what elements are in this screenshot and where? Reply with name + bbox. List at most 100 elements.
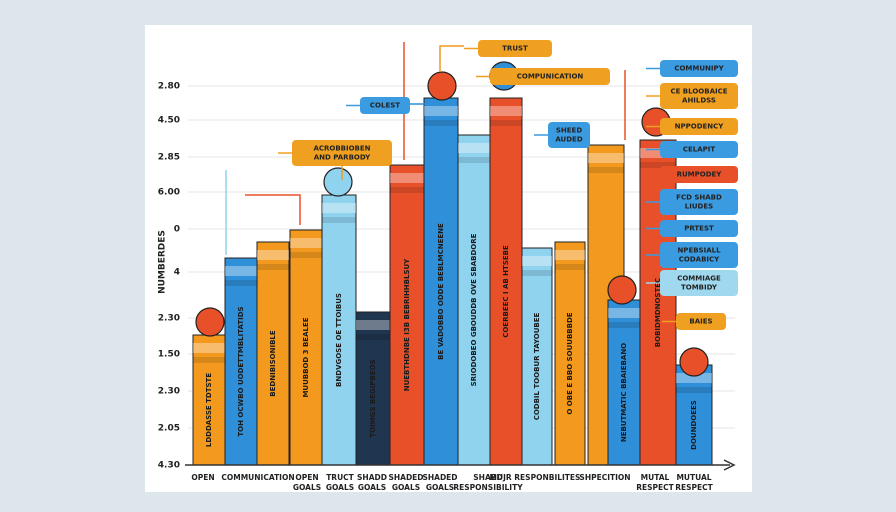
bar-band (322, 203, 356, 213)
bar-text: COERBEEC I AB HTSEBE (502, 245, 510, 338)
bar (423, 97, 459, 466)
callout-box (478, 40, 552, 57)
callout-text: LIUDES (685, 203, 713, 211)
bar-text: TOIMGS BEGIPBEOS (369, 359, 377, 437)
bar-band (522, 256, 552, 266)
x-tick-label: GOALS (326, 483, 354, 492)
bar-text: BOBIDMDNOSTEC (654, 278, 662, 347)
bar-band (225, 280, 257, 286)
x-tick-label: SHABD (473, 473, 502, 482)
bar (489, 97, 523, 466)
callout-text: PRTEST (684, 225, 714, 233)
bar-band (257, 264, 289, 270)
callout-text: RUMPODEY (677, 171, 723, 179)
bar-band (588, 167, 624, 173)
bar-band (424, 106, 458, 116)
bar-band (193, 343, 225, 353)
bar-band (322, 217, 356, 223)
x-tick-label: COMMUNICATION (221, 473, 294, 482)
y-tick-label: 2.80 (158, 82, 180, 92)
callout-text: COMPUNICATION (517, 73, 584, 81)
callout-text: BAIES (689, 318, 712, 326)
callout-text: TOMBIDY (681, 284, 718, 292)
bars (192, 61, 713, 466)
callout-text: CELAPIT (683, 146, 716, 154)
bar-text: BNDVGOSE OE TTOIBUS (335, 293, 343, 387)
bar-text: BEDNIBISONIBLE (269, 330, 277, 397)
callout-box (660, 220, 738, 237)
callout-text: SHEED (556, 127, 582, 135)
bar-band (225, 266, 257, 276)
bar-cap (679, 347, 709, 377)
bar-band (555, 264, 585, 270)
bar-band (640, 162, 676, 168)
bar-cap (607, 275, 637, 305)
x-tick-label: GOALS (293, 483, 321, 492)
x-tick-label: GOALS (392, 483, 420, 492)
callout-box (490, 68, 610, 85)
bar-band (458, 143, 490, 153)
callout-text: CODABICY (679, 256, 720, 264)
bar-text: LDDDASSE TDTSTE (205, 373, 213, 447)
bar-band (608, 308, 640, 318)
callout-text: NPPODENCY (675, 123, 725, 131)
bar-text: DOUNDOEES (690, 400, 698, 450)
callout-box (660, 189, 738, 215)
x-tick-label: MUTUAL (676, 473, 711, 482)
bar-band (608, 322, 640, 328)
callout-box (660, 270, 738, 296)
leaders (225, 42, 676, 323)
callout-box (660, 141, 738, 158)
y-tick-label: 2.85 (158, 153, 180, 163)
callout-text: CE BLOOBAICE (670, 88, 727, 96)
bar-text: BE VADOBBO ODDE BEBLMCNEENE (437, 223, 445, 360)
callout-box (360, 97, 410, 114)
y-tick-label: 2.30 (158, 387, 180, 397)
bar-band (676, 373, 712, 383)
y-tick-label: 4.30 (158, 461, 180, 471)
bar (554, 241, 586, 466)
callout-text: COMMIAGE (677, 275, 721, 283)
bar-band (424, 120, 458, 126)
bar-text: MUUBBOD 3 BEALEE (302, 317, 310, 397)
bar (256, 241, 290, 466)
callout-text: TRUST (502, 45, 528, 53)
bar-text: NUEBTHDNBE I3B BEBRIHHBLSUY (403, 258, 411, 391)
bar-band (390, 173, 424, 183)
bar-band (490, 106, 522, 116)
bar-band (193, 357, 225, 363)
bar-band (458, 157, 490, 163)
x-tick-label: SHADED (422, 473, 457, 482)
callout-text: AHILDSS (682, 97, 716, 105)
bar-text: TOH OCWBO UODETTMBLITATIDS (237, 306, 245, 436)
labels: 2.80 4.50 2.85 6.00 0 4 2.30 1.50 2.30 2.05 4.30 LD… (158, 40, 738, 492)
bar-cap (195, 307, 225, 337)
bar-band (490, 120, 522, 126)
bar-band (290, 252, 322, 258)
callout-box (548, 122, 590, 148)
callout-box (660, 60, 738, 77)
bar (224, 257, 258, 466)
bar-band (555, 250, 585, 260)
callout-text: COLEST (370, 102, 400, 110)
x-tick-label: OPEN (191, 473, 214, 482)
callout-text: FCD SHABD (676, 194, 722, 202)
bar-band (356, 320, 390, 330)
bar-band (390, 187, 424, 193)
axis-arrow (723, 459, 736, 471)
y-tick-label: 2.05 (158, 424, 180, 434)
callout-box (292, 140, 392, 166)
bar (355, 311, 391, 466)
bar-text: NEBUTMATIC BBAIEBANO (620, 343, 628, 442)
y-axis-title: NUMBERDES (158, 230, 168, 294)
bar-band (588, 153, 624, 163)
x-tick-label: TRUCT (326, 473, 354, 482)
bar-band (640, 148, 676, 158)
x-tick-label: RESPONSIBILITY (453, 483, 523, 492)
bar-band (356, 334, 390, 340)
x-tick-label: RESPECT (675, 483, 713, 492)
x-tick-label: SHADD (357, 473, 387, 482)
callout-box (660, 83, 738, 109)
callout-box (660, 242, 738, 268)
